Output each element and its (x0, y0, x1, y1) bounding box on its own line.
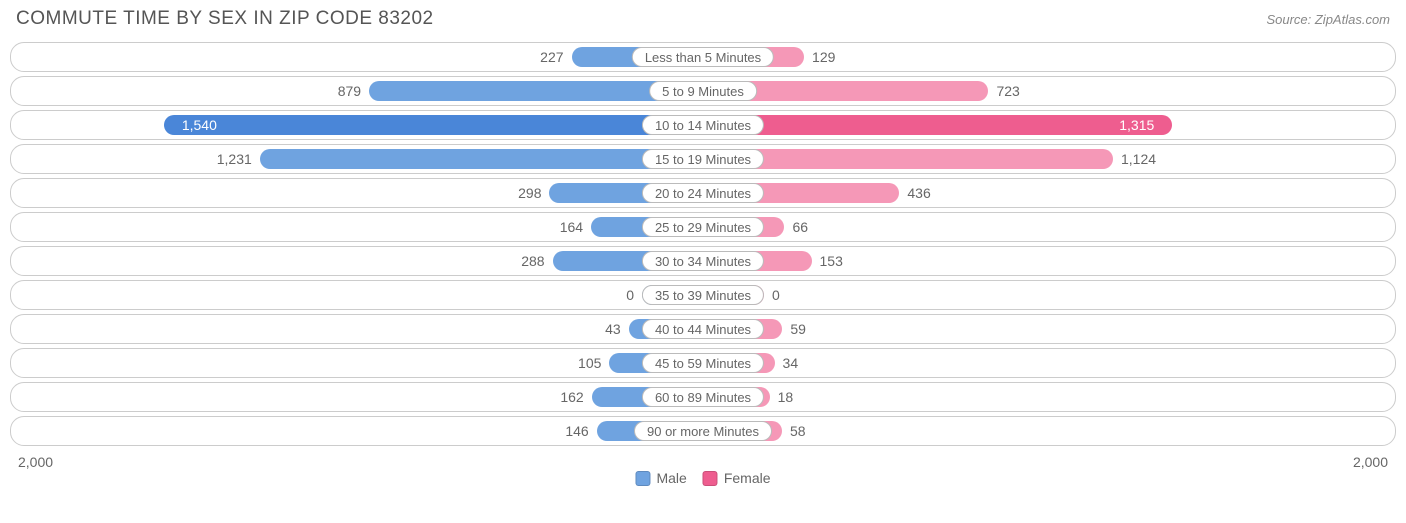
value-male: 1,540 (174, 111, 217, 139)
chart-header: COMMUTE TIME BY SEX IN ZIP CODE 83202 So… (10, 8, 1396, 38)
chart-row: 146 58 90 or more Minutes (10, 416, 1396, 446)
chart-rows: 227 129 Less than 5 Minutes 879 723 5 to 9 Mi… (10, 42, 1396, 446)
bar-female (704, 115, 1172, 135)
legend-female-label: Female (724, 470, 771, 486)
category-label: 35 to 39 Minutes (642, 285, 764, 305)
chart-row: 288 153 30 to 34 Minutes (10, 246, 1396, 276)
value-male: 105 (578, 349, 601, 377)
axis-right: 2,000 (1353, 454, 1388, 470)
value-female: 723 (996, 77, 1019, 105)
value-female: 1,315 (1119, 111, 1162, 139)
value-female: 66 (792, 213, 808, 241)
value-female: 34 (783, 349, 799, 377)
category-label: 60 to 89 Minutes (642, 387, 764, 407)
chart-row: 1,231 1,124 15 to 19 Minutes (10, 144, 1396, 174)
value-male: 0 (626, 281, 634, 309)
value-male: 879 (338, 77, 361, 105)
chart-row: 0 0 35 to 39 Minutes (10, 280, 1396, 310)
value-male: 162 (560, 383, 583, 411)
value-male: 298 (518, 179, 541, 207)
value-female: 0 (772, 281, 780, 309)
legend-male-label: Male (656, 470, 686, 486)
category-label: 25 to 29 Minutes (642, 217, 764, 237)
bar-male (164, 115, 702, 135)
value-female: 1,124 (1121, 145, 1156, 173)
axis-labels: 2,000 2,000 (10, 450, 1396, 470)
category-label: Less than 5 Minutes (632, 47, 774, 67)
chart-row: 298 436 20 to 24 Minutes (10, 178, 1396, 208)
value-male: 288 (521, 247, 544, 275)
swatch-male (635, 471, 650, 486)
category-label: 10 to 14 Minutes (642, 115, 764, 135)
value-male: 146 (565, 417, 588, 445)
value-female: 436 (907, 179, 930, 207)
category-label: 15 to 19 Minutes (642, 149, 764, 169)
value-female: 153 (820, 247, 843, 275)
commute-chart: COMMUTE TIME BY SEX IN ZIP CODE 83202 So… (0, 0, 1406, 482)
swatch-female (703, 471, 718, 486)
category-label: 90 or more Minutes (634, 421, 772, 441)
value-female: 59 (790, 315, 806, 343)
value-female: 129 (812, 43, 835, 71)
legend-female: Female (703, 470, 771, 486)
value-female: 18 (778, 383, 794, 411)
value-male: 164 (560, 213, 583, 241)
value-male: 227 (540, 43, 563, 71)
category-label: 40 to 44 Minutes (642, 319, 764, 339)
value-male: 1,231 (217, 145, 252, 173)
category-label: 20 to 24 Minutes (642, 183, 764, 203)
chart-footer: 2,000 2,000 Male Female (10, 450, 1396, 472)
chart-row: 164 66 25 to 29 Minutes (10, 212, 1396, 242)
chart-row: 162 18 60 to 89 Minutes (10, 382, 1396, 412)
chart-row: 43 59 40 to 44 Minutes (10, 314, 1396, 344)
legend-male: Male (635, 470, 686, 486)
category-label: 5 to 9 Minutes (649, 81, 757, 101)
chart-row: 879 723 5 to 9 Minutes (10, 76, 1396, 106)
legend: Male Female (635, 470, 770, 486)
bar-male (260, 149, 702, 169)
category-label: 30 to 34 Minutes (642, 251, 764, 271)
value-female: 58 (790, 417, 806, 445)
value-male: 43 (605, 315, 621, 343)
category-label: 45 to 59 Minutes (642, 353, 764, 373)
axis-left: 2,000 (18, 454, 53, 470)
bar-female (704, 149, 1113, 169)
chart-title: COMMUTE TIME BY SEX IN ZIP CODE 83202 (16, 8, 434, 30)
chart-row: 105 34 45 to 59 Minutes (10, 348, 1396, 378)
chart-source: Source: ZipAtlas.com (1266, 12, 1390, 27)
chart-row: 227 129 Less than 5 Minutes (10, 42, 1396, 72)
chart-row: 1,540 1,315 10 to 14 Minutes (10, 110, 1396, 140)
